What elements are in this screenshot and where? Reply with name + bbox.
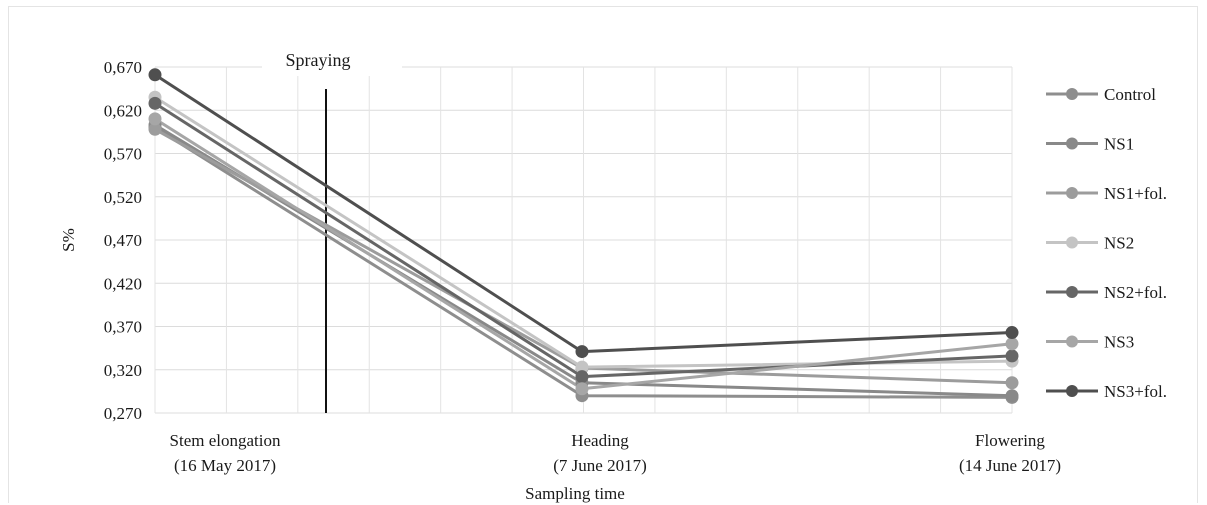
y-tick-label: 0,320 <box>104 361 142 380</box>
legend-swatch-marker <box>1066 88 1078 100</box>
data-point <box>575 370 589 384</box>
legend-label: NS3+fol. <box>1104 382 1167 401</box>
y-axis-ticks: 0,670 0,620 0,570 0,520 0,470 0,420 0,370 0,320… <box>104 58 142 423</box>
x-axis-label: Sampling time <box>525 484 625 503</box>
data-point <box>148 68 162 82</box>
data-point <box>148 112 162 126</box>
y-tick-label: 0,420 <box>104 274 142 293</box>
legend-label: NS2+fol. <box>1104 283 1167 302</box>
data-point <box>1005 389 1019 403</box>
data-point <box>1005 337 1019 351</box>
data-point <box>1005 326 1019 340</box>
y-tick-label: 0,270 <box>104 404 142 423</box>
chart-frame <box>8 6 1198 503</box>
legend-swatch-marker <box>1066 187 1078 199</box>
y-tick-label: 0,620 <box>104 101 142 120</box>
data-point <box>575 345 589 359</box>
y-tick-label: 0,370 <box>104 318 142 337</box>
data-point <box>575 382 589 396</box>
y-tick-label: 0,470 <box>104 231 142 250</box>
x-tick-sublabel: (14 June 2017) <box>959 456 1061 475</box>
legend-swatch-marker <box>1066 137 1078 150</box>
legend-swatch-marker <box>1066 286 1078 298</box>
legend-swatch-marker <box>1066 236 1078 249</box>
y-axis-label: S% <box>59 228 78 252</box>
data-point <box>148 122 162 136</box>
legend-label: NS1+fol. <box>1104 184 1167 203</box>
y-tick-label: 0,670 <box>104 58 142 77</box>
legend-label: NS3 <box>1104 333 1134 352</box>
data-point <box>575 360 589 374</box>
annotation-background <box>262 46 402 76</box>
x-tick-sublabel: (7 June 2017) <box>553 456 646 475</box>
data-point <box>148 96 162 110</box>
legend: Control NS1 NS1+fol. NS2 NS2+fol. NS3 NS3+fol. <box>1046 85 1167 401</box>
legend-swatch-marker <box>1066 335 1078 348</box>
legend-label: NS1 <box>1104 135 1134 154</box>
data-point <box>1005 349 1019 363</box>
x-tick-label: Stem elongation <box>170 431 281 450</box>
legend-label: Control <box>1104 85 1156 104</box>
series-points <box>148 68 1019 404</box>
x-tick-label: Flowering <box>975 431 1045 450</box>
y-tick-label: 0,520 <box>104 188 142 207</box>
x-tick-sublabel: (16 May 2017) <box>174 456 276 475</box>
x-tick-label: Heading <box>571 431 629 450</box>
legend-label: NS2 <box>1104 234 1134 253</box>
y-tick-label: 0,570 <box>104 145 142 164</box>
data-point <box>1005 376 1019 390</box>
spraying-annotation: Spraying <box>286 50 351 70</box>
legend-swatch-marker <box>1066 385 1078 397</box>
x-axis-ticks: Stem elongation (16 May 2017) Heading (7 Ju… <box>170 431 1061 475</box>
